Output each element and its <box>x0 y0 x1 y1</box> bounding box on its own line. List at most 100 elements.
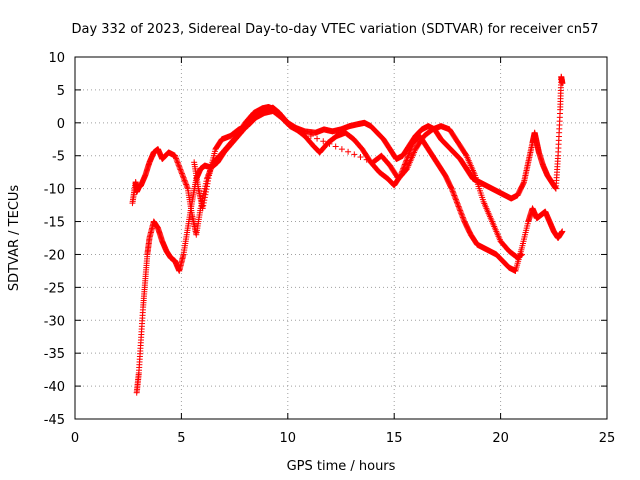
data-point-track-b <box>451 192 458 199</box>
data-point-track-b <box>452 195 459 202</box>
axis-ticks <box>74 56 608 420</box>
data-point-track-a <box>183 182 190 189</box>
data-point-track-c <box>200 202 207 209</box>
data-point-track-c <box>518 251 525 258</box>
data-point-track-a <box>179 171 186 178</box>
data-point-track-b <box>449 187 456 194</box>
y-tick-label: -35 <box>44 347 65 362</box>
data-point-track-a <box>172 154 179 161</box>
y-tick-label: -5 <box>52 150 65 165</box>
data-point-track-c <box>202 191 209 198</box>
y-tick-label: -20 <box>44 248 65 263</box>
data-point-track-b <box>459 213 466 220</box>
data-point-track-c <box>357 154 364 161</box>
data-point-track-b <box>458 211 465 218</box>
data-point-track-a <box>182 180 189 187</box>
data-point-track-b <box>402 160 409 167</box>
chart-title: Day 332 of 2023, Sidereal Day-to-day VTE… <box>71 22 598 37</box>
data-point-track-c <box>200 199 207 206</box>
data-point-track-c <box>320 138 327 145</box>
y-tick-label: 10 <box>48 51 65 66</box>
y-tick-label: -15 <box>44 216 65 231</box>
data-point-track-a <box>174 158 181 165</box>
data-point-track-a <box>179 173 186 180</box>
data-point-track-a <box>520 180 527 187</box>
data-point-track-b <box>451 193 458 200</box>
data-point-track-c <box>314 135 321 142</box>
data-point-track-b <box>402 158 409 165</box>
data-point-track-c <box>363 156 370 163</box>
data-point-track-c <box>462 151 469 158</box>
data-point-track-b <box>405 151 412 158</box>
y-tick-label: 0 <box>57 117 65 132</box>
data-point-track-b <box>450 189 457 196</box>
data-point-track-b <box>452 196 459 203</box>
data-point-track-c <box>351 151 358 158</box>
data-point-track-a <box>175 162 182 169</box>
data-point-track-a <box>181 177 188 184</box>
data-point-track-b <box>456 206 463 213</box>
data-point-track-b <box>457 208 464 215</box>
data-point-track-b <box>406 150 413 157</box>
data-point-track-c <box>301 130 308 137</box>
data-point-track-b <box>559 228 566 235</box>
data-point-track-b <box>456 204 463 211</box>
data-point-track-c <box>199 205 206 212</box>
data-point-track-c <box>345 148 352 155</box>
data-point-track-b <box>460 215 467 222</box>
data-point-track-a <box>180 174 187 181</box>
data-point-track-a <box>183 181 190 188</box>
data-point-track-a <box>172 152 179 159</box>
data-point-track-a <box>176 165 183 172</box>
data-point-track-c <box>338 146 345 153</box>
data-point-track-a <box>177 166 184 173</box>
data-point-track-a <box>178 170 185 177</box>
data-point-track-a <box>177 167 184 174</box>
data-point-track-c <box>203 183 210 190</box>
y-tick-label: -40 <box>44 380 65 395</box>
data-point-track-a <box>181 176 188 183</box>
x-axis-label: GPS time / hours <box>287 459 396 474</box>
x-tick-label: 20 <box>492 431 509 446</box>
data-point-track-b <box>458 210 465 217</box>
data-point-track-b <box>409 142 416 149</box>
data-point-track-b <box>457 207 464 214</box>
y-tick-label: -10 <box>44 183 65 198</box>
y-tick-label: -25 <box>44 281 65 296</box>
grid <box>75 57 607 419</box>
data-point-track-a <box>184 184 191 191</box>
data-point-track-b <box>455 202 462 209</box>
data-point-track-a <box>176 163 183 170</box>
data-point-track-c <box>201 197 208 204</box>
data-point-track-b <box>401 161 408 168</box>
data-point-track-b <box>449 188 456 195</box>
x-tick-labels: 0 5 10 15 20 25 <box>71 431 615 446</box>
data-point-track-c <box>201 194 208 201</box>
y-tick-label: -30 <box>44 314 65 329</box>
data-point-track-c <box>332 143 339 150</box>
x-tick-label: 0 <box>71 431 79 446</box>
data-point-track-c <box>202 188 209 195</box>
data-point-track-b <box>454 200 461 207</box>
x-tick-label: 10 <box>280 431 297 446</box>
data-point-track-b <box>453 197 460 204</box>
x-tick-label: 5 <box>177 431 185 446</box>
data-point-track-b <box>450 191 457 198</box>
data-point-track-a <box>559 80 566 87</box>
y-tick-label: -45 <box>44 413 65 428</box>
x-tick-label: 15 <box>386 431 403 446</box>
data-point-track-b <box>453 199 460 206</box>
data-point-track-c <box>204 180 211 187</box>
data-point-track-c <box>326 140 333 147</box>
data-point-track-a <box>182 178 189 185</box>
data-points <box>129 73 566 396</box>
data-point-track-b <box>455 203 462 210</box>
data-point-track-b <box>459 214 466 221</box>
data-point-track-a <box>174 159 181 166</box>
data-point-track-a <box>175 160 182 167</box>
x-tick-label: 25 <box>599 431 616 446</box>
data-point-track-b <box>448 185 455 192</box>
data-point-track-c <box>203 186 210 193</box>
data-point-track-a <box>173 155 180 162</box>
